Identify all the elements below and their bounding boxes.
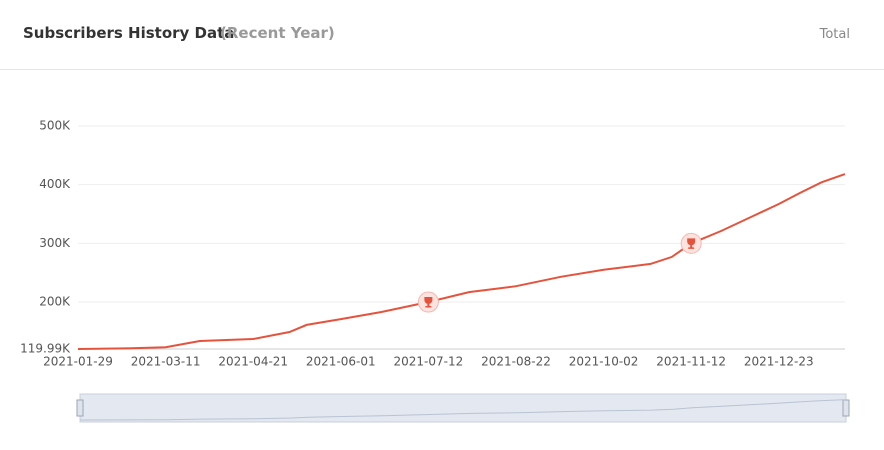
x-tick-label: 2021-12-23 xyxy=(744,355,814,369)
y-tick-label: 300K xyxy=(39,236,71,250)
navigator-handle[interactable] xyxy=(842,399,850,417)
trophy-icon xyxy=(687,238,696,249)
x-tick-label: 2021-11-12 xyxy=(656,355,726,369)
navigator[interactable] xyxy=(79,393,847,423)
chart-title: Subscribers History Data xyxy=(23,24,235,42)
y-tick-label: 119.99K xyxy=(20,342,71,356)
navigator-handle[interactable] xyxy=(76,399,84,417)
x-tick-label: 2021-07-12 xyxy=(394,355,464,369)
chart-subtitle: (Recent Year) xyxy=(220,24,335,42)
y-tick-label: 400K xyxy=(39,177,71,191)
x-tick-label: 2021-04-21 xyxy=(218,355,288,369)
divider xyxy=(0,69,884,70)
x-tick-label: 2021-06-01 xyxy=(306,355,376,369)
navigator-line xyxy=(79,399,847,421)
x-tick-label: 2021-03-11 xyxy=(131,355,201,369)
x-tick-label: 2021-01-29 xyxy=(43,355,113,369)
line xyxy=(77,173,846,350)
y-tick-label: 500K xyxy=(39,119,71,133)
trophy-icon xyxy=(424,297,433,308)
y-tick-label: 200K xyxy=(39,295,71,309)
total-toggle[interactable]: Total xyxy=(819,27,850,42)
x-tick-label: 2021-10-02 xyxy=(569,355,639,369)
x-tick-label: 2021-08-22 xyxy=(481,355,551,369)
